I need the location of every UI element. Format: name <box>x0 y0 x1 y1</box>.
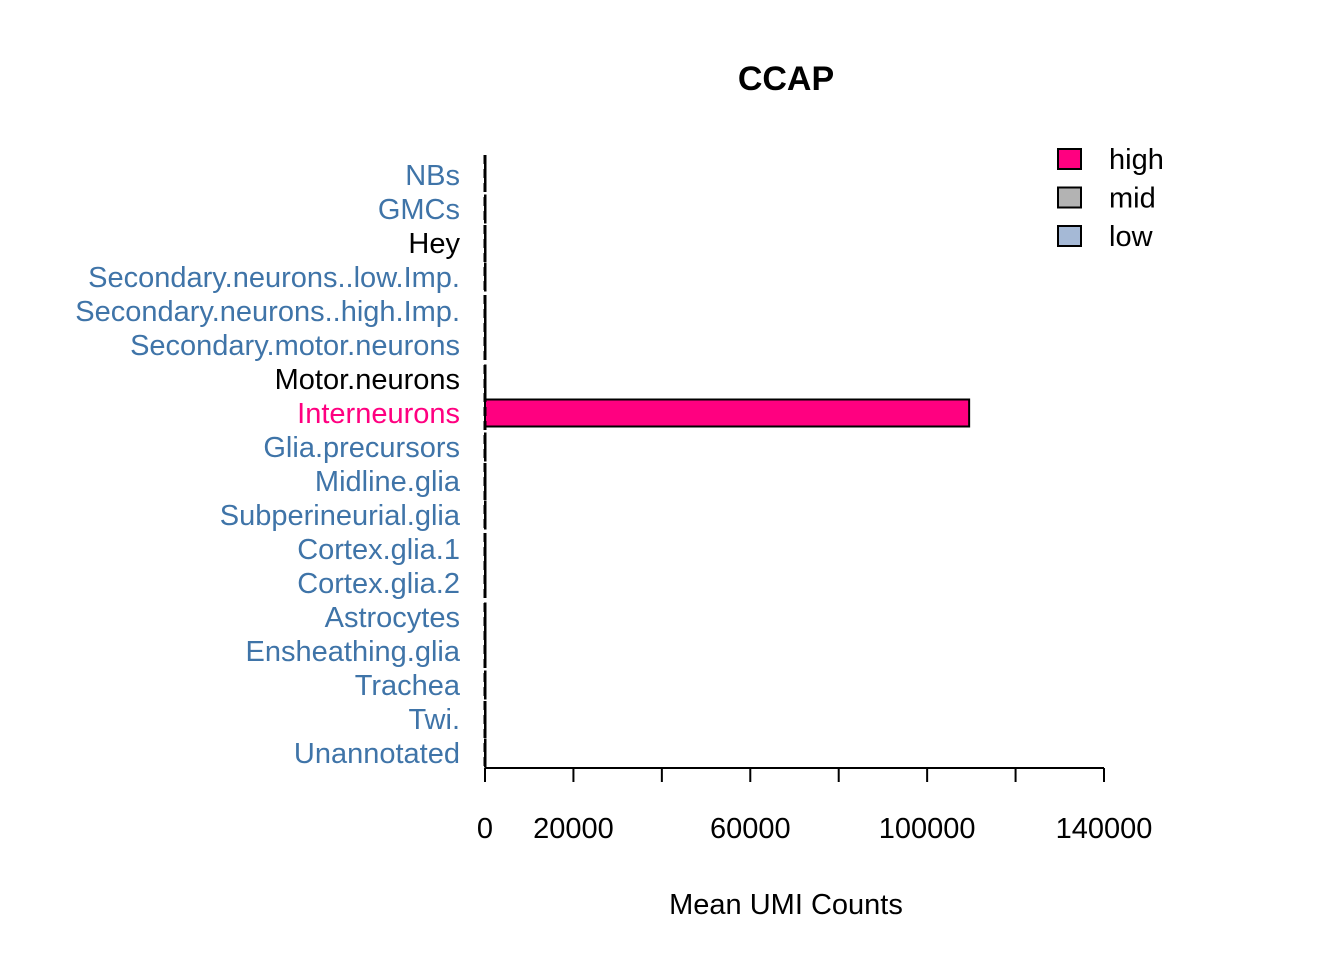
category-labels: NBsGMCsHeySecondary.neurons..low.Imp.Sec… <box>75 160 461 770</box>
x-axis-title: Mean UMI Counts <box>669 889 903 921</box>
bar <box>484 500 487 530</box>
x-tick-label: 0 <box>477 813 493 845</box>
legend: high mid low <box>1057 144 1164 253</box>
legend-swatch-high <box>1057 148 1082 170</box>
bars <box>483 155 971 768</box>
legend-label-high: high <box>1109 144 1164 176</box>
category-label: Glia.precursors <box>263 432 460 464</box>
category-label: Ensheathing.glia <box>246 636 461 668</box>
bar <box>484 262 487 292</box>
legend-label-low: low <box>1109 221 1154 253</box>
category-label: GMCs <box>378 194 460 226</box>
category-label: Interneurons <box>297 398 460 430</box>
x-tick-label: 100000 <box>879 813 976 845</box>
x-tick-label: 60000 <box>710 813 791 845</box>
x-tick-label: 20000 <box>533 813 614 845</box>
category-label: Cortex.glia.2 <box>297 568 460 600</box>
category-label: NBs <box>405 160 460 192</box>
category-label: Cortex.glia.1 <box>297 534 460 566</box>
category-label: Subperineurial.glia <box>220 500 461 532</box>
category-label: Secondary.neurons..low.Imp. <box>88 262 460 294</box>
category-label: Unannotated <box>294 738 460 770</box>
bar <box>484 398 971 428</box>
category-label: Astrocytes <box>325 602 460 634</box>
category-label: Secondary.neurons..high.Imp. <box>75 296 460 328</box>
category-label: Hey <box>408 228 460 260</box>
category-label: Twi. <box>408 704 460 736</box>
chart-title: CCAP <box>738 60 834 98</box>
legend-label-mid: mid <box>1109 183 1156 215</box>
category-label: Secondary.motor.neurons <box>130 330 460 362</box>
legend-swatch-low <box>1057 225 1082 247</box>
bar <box>484 670 487 700</box>
category-label: Midline.glia <box>315 466 461 498</box>
bar <box>484 432 487 462</box>
x-axis: 0 20000 60000 100000 140000 <box>477 767 1153 845</box>
x-tick-label: 140000 <box>1056 813 1153 845</box>
category-label: Trachea <box>355 670 461 702</box>
bar <box>484 738 487 768</box>
bar <box>484 194 487 224</box>
category-label: Motor.neurons <box>275 364 460 396</box>
legend-swatch-mid <box>1057 186 1082 209</box>
